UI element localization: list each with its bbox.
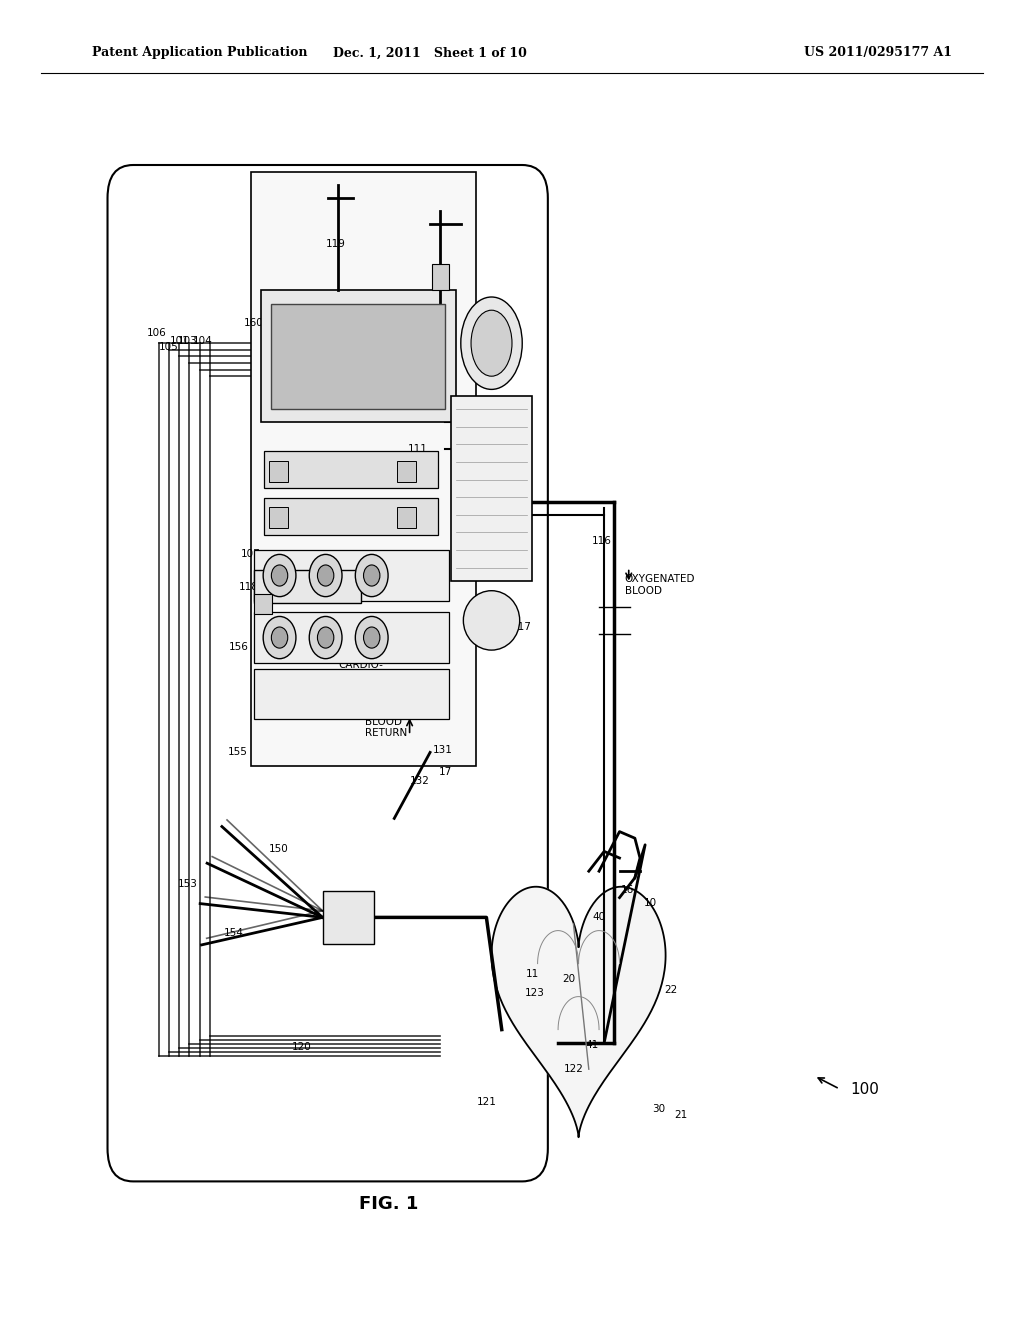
Text: 104: 104 bbox=[193, 335, 213, 346]
Circle shape bbox=[271, 565, 288, 586]
Bar bbox=[397, 507, 416, 528]
Bar bbox=[254, 570, 361, 603]
Circle shape bbox=[317, 627, 334, 648]
Bar bbox=[271, 304, 445, 409]
Polygon shape bbox=[492, 887, 666, 1138]
Bar bbox=[264, 498, 438, 535]
Ellipse shape bbox=[461, 297, 522, 389]
Text: WARM
BLOOD: WARM BLOOD bbox=[404, 693, 441, 714]
Bar bbox=[254, 550, 449, 601]
Bar bbox=[254, 669, 449, 719]
Text: 154: 154 bbox=[223, 928, 244, 939]
Bar bbox=[254, 612, 449, 663]
Text: 10: 10 bbox=[644, 898, 656, 908]
Circle shape bbox=[364, 627, 380, 648]
Text: 30: 30 bbox=[652, 1104, 665, 1114]
Text: 11: 11 bbox=[526, 969, 539, 979]
Text: 110: 110 bbox=[404, 411, 425, 421]
Circle shape bbox=[364, 565, 380, 586]
Text: Dec. 1, 2011   Sheet 1 of 10: Dec. 1, 2011 Sheet 1 of 10 bbox=[333, 46, 527, 59]
Text: 100: 100 bbox=[850, 1081, 879, 1097]
Text: Patent Application Publication: Patent Application Publication bbox=[92, 46, 307, 59]
Circle shape bbox=[309, 554, 342, 597]
Text: 101: 101 bbox=[169, 335, 189, 346]
Text: 41: 41 bbox=[586, 1040, 598, 1051]
Bar bbox=[397, 461, 416, 482]
Bar bbox=[269, 461, 288, 482]
Circle shape bbox=[271, 627, 288, 648]
Text: 117: 117 bbox=[512, 622, 532, 632]
Text: 107: 107 bbox=[241, 549, 261, 560]
Text: US 2011/0295177 A1: US 2011/0295177 A1 bbox=[804, 46, 952, 59]
Text: 118: 118 bbox=[239, 582, 259, 593]
Circle shape bbox=[309, 616, 342, 659]
Text: 160: 160 bbox=[244, 318, 264, 329]
Text: 120: 120 bbox=[292, 1041, 312, 1052]
Text: 20: 20 bbox=[562, 974, 574, 985]
Text: FIG. 1: FIG. 1 bbox=[359, 1195, 419, 1213]
Text: OXYGENATED
BLOOD: OXYGENATED BLOOD bbox=[625, 574, 695, 595]
Text: 109: 109 bbox=[295, 562, 315, 573]
Ellipse shape bbox=[471, 310, 512, 376]
Text: 162: 162 bbox=[286, 383, 306, 393]
Text: 132: 132 bbox=[410, 776, 430, 787]
Text: 22: 22 bbox=[665, 985, 677, 995]
Text: 119: 119 bbox=[326, 239, 346, 249]
Text: 103: 103 bbox=[177, 335, 198, 346]
Bar bbox=[451, 396, 532, 581]
Text: 112: 112 bbox=[340, 560, 360, 570]
Text: 111: 111 bbox=[408, 444, 428, 454]
Bar bbox=[254, 594, 272, 614]
Bar bbox=[251, 172, 476, 766]
Text: 105: 105 bbox=[159, 342, 179, 352]
Text: BLOOD
RETURN: BLOOD RETURN bbox=[365, 717, 407, 738]
Bar bbox=[264, 451, 438, 488]
FancyBboxPatch shape bbox=[108, 165, 548, 1181]
Circle shape bbox=[263, 616, 296, 659]
Text: 40: 40 bbox=[593, 912, 605, 923]
Text: 16: 16 bbox=[622, 884, 634, 895]
Circle shape bbox=[263, 554, 296, 597]
Ellipse shape bbox=[463, 590, 519, 651]
Text: 156: 156 bbox=[228, 642, 249, 652]
Text: 159: 159 bbox=[304, 656, 324, 667]
Text: 150: 150 bbox=[268, 843, 289, 854]
Text: 21: 21 bbox=[675, 1110, 687, 1121]
Circle shape bbox=[355, 616, 388, 659]
Text: 155: 155 bbox=[227, 747, 248, 758]
Text: 116: 116 bbox=[592, 536, 612, 546]
Text: 115: 115 bbox=[497, 411, 517, 421]
Text: 122: 122 bbox=[563, 1064, 584, 1074]
Text: 123: 123 bbox=[524, 987, 545, 998]
Text: 165: 165 bbox=[286, 399, 306, 409]
Text: 153: 153 bbox=[177, 879, 198, 890]
Text: 131: 131 bbox=[432, 744, 453, 755]
Text: 102: 102 bbox=[430, 378, 451, 388]
Circle shape bbox=[355, 554, 388, 597]
Text: 121: 121 bbox=[476, 1097, 497, 1107]
Bar bbox=[261, 290, 456, 422]
Bar bbox=[323, 891, 374, 944]
Text: 106: 106 bbox=[146, 327, 167, 338]
Bar bbox=[432, 264, 449, 290]
Text: 17: 17 bbox=[439, 767, 452, 777]
Circle shape bbox=[317, 565, 334, 586]
Bar bbox=[269, 507, 288, 528]
Text: CARDIO-
PLEGIA
SUPPLY: CARDIO- PLEGIA SUPPLY bbox=[338, 660, 383, 693]
